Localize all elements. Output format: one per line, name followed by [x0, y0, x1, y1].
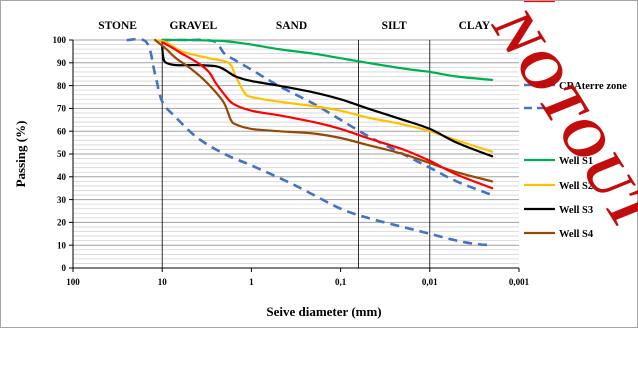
chart-frame: 0 10 20 30 40 50 60 70 80 90 100 100 10 1 0,1 0,01 0,001… [0, 0, 638, 328]
series-line-3 [161, 38, 494, 81]
soil-band-label: CLAY [459, 20, 491, 32]
y-tick-label: 30 [57, 195, 67, 205]
series-line-6 [154, 38, 494, 183]
x-axis-title: Seive diameter (mm) [266, 304, 381, 319]
y-tick-label: 60 [57, 126, 67, 136]
legend-label: CRAterre zone [559, 81, 627, 92]
grading-curve-chart: 0 10 20 30 40 50 60 70 80 90 100 100 10 1 0,1 0,01 0,001… [13, 1, 627, 319]
series-line-5 [161, 45, 494, 158]
y-tick-label: 80 [57, 81, 67, 91]
legend-label: Well S5 [559, 1, 593, 4]
y-tick-label: 100 [53, 35, 67, 45]
soil-band-labels: STONE GRAVEL SAND SILT CLAY [98, 20, 491, 32]
legend-label: Well S3 [559, 205, 593, 216]
x-tick-label: 10 [158, 277, 168, 287]
y-tick-label: 90 [57, 58, 67, 68]
x-tick-label: 100 [66, 277, 80, 287]
legend-label: Well S2 [559, 181, 593, 192]
y-tick-label: 40 [57, 172, 67, 182]
x-tick-label: 0,001 [509, 277, 530, 287]
soil-band-label: SAND [276, 20, 307, 32]
data-series [126, 37, 494, 247]
axes: 0 10 20 30 40 50 60 70 80 90 100 100 10 1 0,1 0,01 0,001 [53, 35, 530, 287]
y-tick-label: 70 [57, 104, 67, 114]
series-line-1 [126, 37, 493, 247]
y-axis-title: Passing (%) [13, 121, 28, 188]
soil-band-dividers [161, 40, 431, 268]
soil-band-label: SILT [382, 20, 407, 32]
y-tick-label: 10 [57, 240, 67, 250]
legend: CRAterre zone Well S1 Well S2 Well S3 Well S… [524, 1, 627, 240]
y-tick-label: 50 [57, 149, 67, 159]
x-tick-label: 0,1 [335, 277, 347, 287]
soil-band-label: GRAVEL [170, 20, 218, 32]
grid-lines [73, 39, 519, 269]
x-tick-label: 1 [249, 277, 254, 287]
soil-band-label: STONE [98, 20, 137, 32]
legend-label: Well S4 [559, 229, 594, 240]
y-tick-label: 0 [62, 263, 67, 273]
series-line-4 [154, 38, 494, 153]
series-line-7 [161, 41, 494, 190]
x-tick-label: 0,01 [422, 277, 438, 287]
y-tick-label: 20 [57, 218, 67, 228]
legend-label: Well S1 [559, 156, 593, 167]
